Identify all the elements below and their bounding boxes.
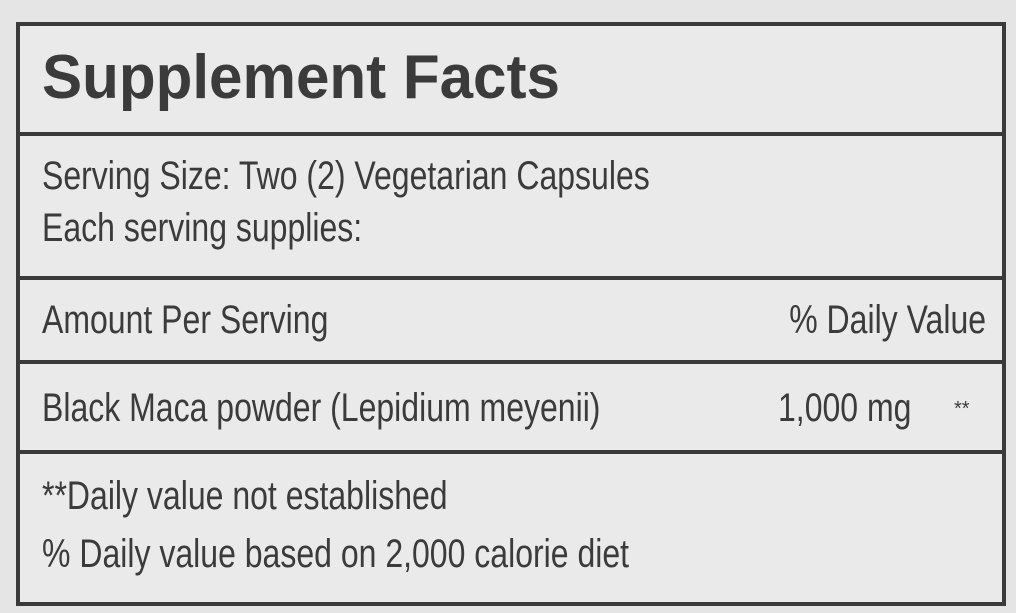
ingredient-row: Black Maca powder (Lepidium meyenii) 1,0… bbox=[20, 364, 1002, 454]
footnote-1: **Daily value not established bbox=[42, 474, 448, 518]
ingredient-amount: 1,000 mg bbox=[778, 386, 912, 430]
serving-section: Serving Size: Two (2) Vegetarian Capsule… bbox=[20, 136, 1002, 280]
footnote-2: % Daily value based on 2,000 calorie die… bbox=[42, 532, 630, 576]
ingredient-name: Black Maca powder (Lepidium meyenii) bbox=[42, 386, 601, 430]
serving-size: Serving Size: Two (2) Vegetarian Capsule… bbox=[42, 154, 650, 198]
ingredient-daily-value: ** bbox=[954, 398, 970, 420]
title-section: Supplement Facts bbox=[20, 26, 1002, 136]
amount-per-serving-header: Amount Per Serving bbox=[42, 298, 329, 342]
each-serving: Each serving supplies: bbox=[42, 206, 363, 250]
daily-value-header: % Daily Value bbox=[789, 298, 986, 342]
header-row: Amount Per Serving % Daily Value bbox=[20, 280, 1002, 364]
panel-title: Supplement Facts bbox=[42, 43, 560, 112]
supplement-facts-panel: Supplement Facts Serving Size: Two (2) V… bbox=[16, 22, 1006, 606]
